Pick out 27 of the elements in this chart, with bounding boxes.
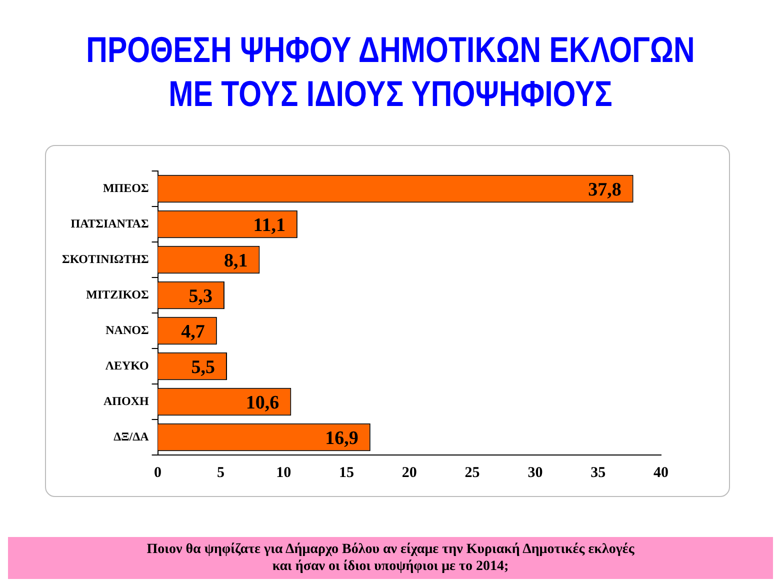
y-tick-label: ΣΚΟΤΙΝΙΩΤΗΣ <box>62 252 149 266</box>
data-label: 8,1 <box>224 250 248 272</box>
data-label: 10,6 <box>246 392 280 414</box>
text: Ποιον θα ψηφίζατε για Δήμαρχο Βόλου αν είχαμε την Κυριακή Δημοτικές εκλογές και ήσαν οι ίδιοι υποψήφιοι με το 2014; <box>146 541 636 575</box>
y-tick-label: ΜΙΤΖΙΚΟΣ <box>86 287 149 302</box>
y-tick-label: ΑΠΟΧΗ <box>103 394 150 408</box>
x-tick-label: 20 <box>402 464 417 481</box>
x-tick-label: 10 <box>276 464 292 481</box>
x-tick-label: 40 <box>654 464 668 481</box>
data-label: 5,5 <box>191 357 215 378</box>
y-tick-label: ΠΑΤΣΙΑΝΤΑΣ <box>70 216 149 230</box>
x-tick-label: 15 <box>339 464 354 481</box>
x-tick-label: 35 <box>590 464 606 481</box>
data-label: 4,7 <box>181 322 206 343</box>
x-tick-label: 5 <box>216 464 224 481</box>
data-label: 16,9 <box>325 428 358 450</box>
x-tick-label: 0 <box>154 464 162 481</box>
x-tick-label: 25 <box>464 464 480 481</box>
x-tick-label: 30 <box>528 464 543 481</box>
chart-title: ΠΡΟΘΕΣΗ ΨΗΦΟΥ ΔΗΜΟΤΙΚΩΝ ΕΚΛΟΓΩΝ ΜΕ ΤΟΥΣ ΙΔΙΟΥΣ ΥΠΟΨΗΦΙΟΥΣ <box>85 28 696 116</box>
y-tick-label: ΜΠΕΟΣ <box>102 180 149 195</box>
y-tick-label: ΛΕΥΚΟ <box>105 358 149 372</box>
y-tick-label: ΝΑΝΟΣ <box>106 322 149 337</box>
data-label: 37,8 <box>588 180 622 201</box>
y-tick-label: ΔΞ/ΔΑ <box>114 429 150 444</box>
data-label: 5,3 <box>188 286 212 308</box>
data-label: 11,1 <box>253 215 286 236</box>
